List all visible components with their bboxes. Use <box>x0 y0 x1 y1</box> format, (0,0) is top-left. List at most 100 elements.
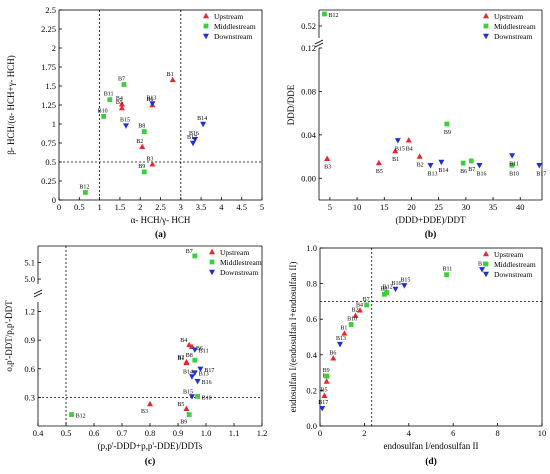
data-point-12 <box>149 101 156 107</box>
plot-frame <box>319 247 543 427</box>
y-tick-label: 1.0 <box>306 243 317 253</box>
data-point-7 <box>141 129 147 134</box>
legend-marker-downstream <box>203 33 209 40</box>
y-tick-label: 0.75 <box>41 138 56 148</box>
data-point-14 <box>401 283 408 289</box>
point-label: B1 <box>167 72 174 78</box>
x-tick-label: 1.2 <box>257 428 268 438</box>
data-point-1 <box>416 153 423 159</box>
x-tick-label: 0.9 <box>173 428 184 438</box>
data-point-16 <box>189 140 196 147</box>
x-axis-label: α- HCH/γ- HCH <box>131 215 191 225</box>
data-point-7 <box>192 357 198 363</box>
data-point-5 <box>330 355 337 361</box>
y-axis-label: DDD/DDE <box>286 84 296 125</box>
y-axis-label: endosulfan I/(endosulfan I+endosulfan II… <box>288 262 298 413</box>
data-point-15 <box>192 137 199 143</box>
panel-label: (d) <box>425 456 437 467</box>
point-label: B14 <box>438 168 448 174</box>
data-point-13 <box>479 267 486 273</box>
x-tick-label: 0 <box>318 428 322 438</box>
point-label: B5 <box>376 169 383 175</box>
data-point-9 <box>322 11 327 17</box>
panel-label: (b) <box>425 229 437 240</box>
point-label: B9 <box>323 368 330 374</box>
legend-label-downstream: Downstream <box>220 268 258 277</box>
x-tick-label: 0.4 <box>33 428 44 438</box>
y-tick-label: 1.25 <box>41 100 56 110</box>
y-tick-label: 0.12 <box>301 43 316 53</box>
point-label: B15 <box>400 277 410 283</box>
point-label: B2 <box>417 163 424 169</box>
panel-label: (a) <box>155 229 166 240</box>
data-point-7 <box>444 121 450 127</box>
point-label: B16 <box>189 131 199 137</box>
point-label: B4 <box>406 146 413 152</box>
data-point-1 <box>352 312 359 318</box>
data-point-13 <box>394 138 401 144</box>
data-point-3 <box>356 307 363 313</box>
legend-label-middlestream: Middlestream <box>214 22 256 31</box>
data-point-13 <box>189 374 195 380</box>
data-point-4 <box>375 159 382 166</box>
point-label: B16 <box>391 281 401 287</box>
data-point-14 <box>476 163 483 169</box>
legend-marker-upstream <box>209 248 215 255</box>
point-label: B5 <box>116 100 123 106</box>
data-point-2 <box>149 161 156 167</box>
point-label: B12 <box>383 285 393 291</box>
point-label: B6 <box>146 97 153 103</box>
data-point-6 <box>364 302 370 308</box>
data-point-1 <box>139 143 146 149</box>
x-tick-label: 10 <box>538 428 547 438</box>
axis-break <box>314 39 324 48</box>
point-label: B13 <box>146 95 156 101</box>
panel-label: (c) <box>145 456 156 467</box>
point-label: B12 <box>76 414 86 420</box>
y-tick-label: 1 <box>52 119 56 129</box>
x-tick-label: 5 <box>260 202 264 212</box>
point-label: B8 <box>138 124 145 130</box>
point-label: B1 <box>340 325 347 331</box>
legend-marker-upstream <box>483 12 489 19</box>
point-label: B11 <box>443 267 453 273</box>
point-label: B15 <box>395 146 405 152</box>
x-tick-label: 0.5 <box>74 202 85 212</box>
y-tick-label: 0.52 <box>301 21 316 31</box>
x-tick-label: 0.6 <box>89 428 100 438</box>
point-label: B8 <box>380 286 387 292</box>
data-point-10 <box>107 97 113 103</box>
point-label: B6 <box>329 350 336 356</box>
point-label: B10 <box>202 395 212 401</box>
data-point-9 <box>101 114 107 119</box>
y-tick-label: 0.4 <box>306 350 317 360</box>
data-point-8 <box>509 162 515 168</box>
y-tick-label: 0.6 <box>24 364 35 374</box>
x-tick-label: 3 <box>179 202 183 212</box>
point-label: B2 <box>177 355 184 361</box>
legend-label-middlestream: Middlestream <box>494 22 536 31</box>
x-axis-label: (p,p'-DDD+p,p'-DDE)/DDTs <box>98 441 203 451</box>
point-label: B10 <box>347 317 357 323</box>
y-tick-label: 0.00 <box>301 173 316 183</box>
data-point-3 <box>405 137 412 143</box>
point-label: B11 <box>199 349 209 355</box>
y-tick-label: 1.75 <box>41 62 56 72</box>
y-tick-label: 5.1 <box>24 258 35 268</box>
x-axis-label: (DDD+DDE)/DDT <box>395 215 466 225</box>
data-point-0 <box>392 147 399 154</box>
point-label: B4 <box>116 96 123 102</box>
y-tick-label: 0.2 <box>306 385 317 395</box>
point-label: B5 <box>320 388 327 394</box>
data-point-3 <box>118 101 125 107</box>
y-tick-label: 0.3 <box>24 392 35 402</box>
axis-break <box>33 289 43 298</box>
x-tick-label: 2 <box>362 428 366 438</box>
x-tick-label: 8 <box>495 428 499 438</box>
data-point-8 <box>141 169 147 175</box>
point-label: B16 <box>476 171 486 177</box>
data-point-13 <box>200 121 207 128</box>
point-label: B15 <box>120 118 130 124</box>
data-point-14 <box>122 123 129 129</box>
y-tick-label: 0.0 <box>306 421 317 431</box>
